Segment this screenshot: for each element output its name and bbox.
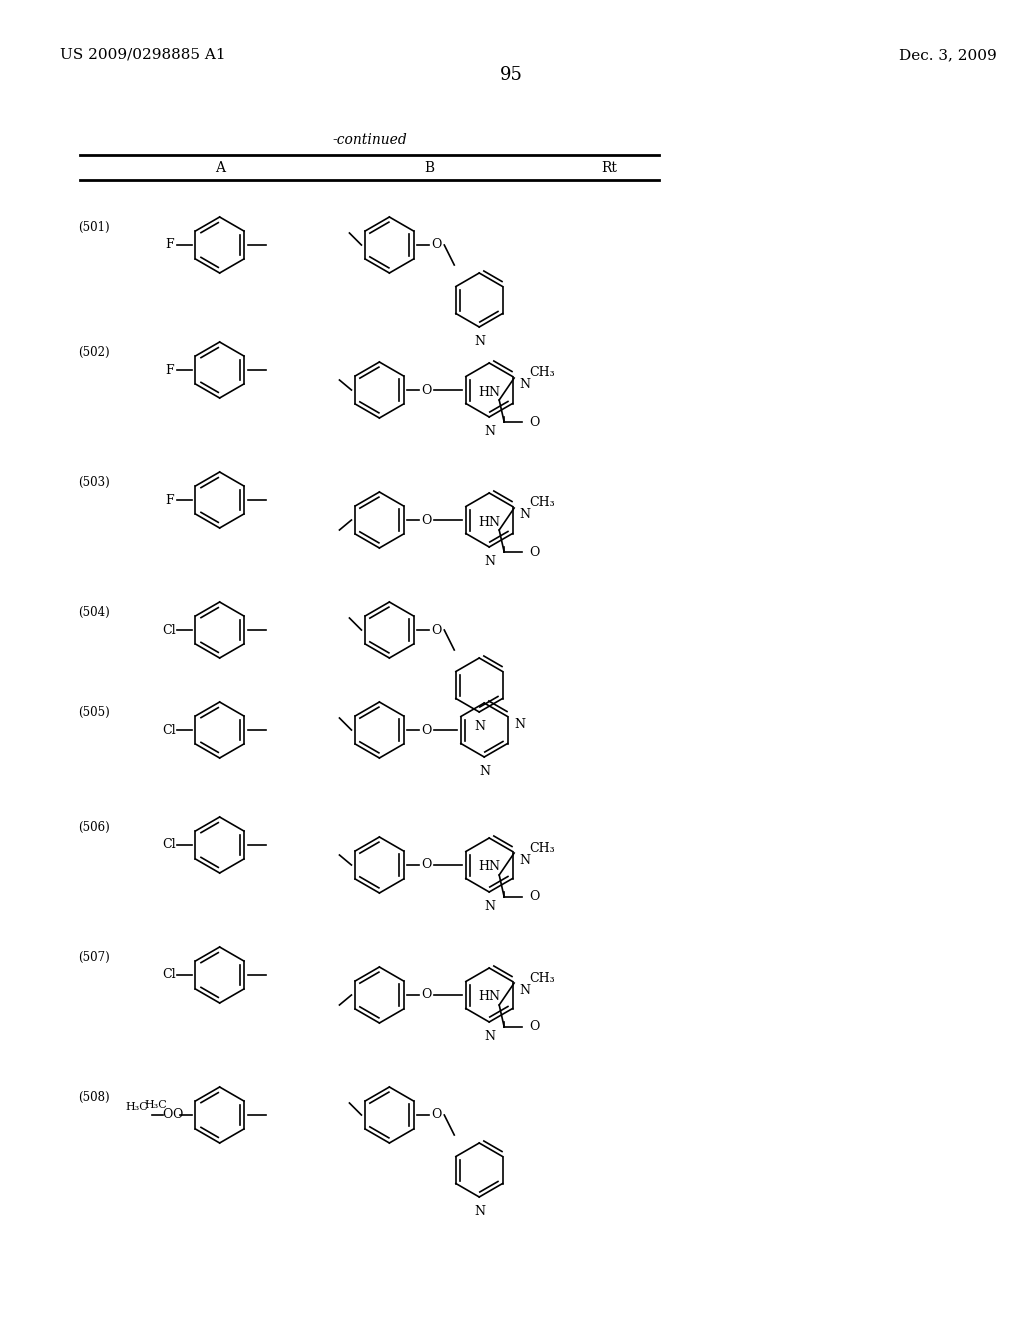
Text: N: N: [519, 379, 530, 392]
Text: N: N: [514, 718, 525, 731]
Text: Rt: Rt: [601, 161, 616, 176]
Text: O: O: [529, 545, 540, 558]
Text: -continued: -continued: [332, 133, 407, 147]
Text: O: O: [431, 239, 441, 252]
Text: (501): (501): [78, 220, 110, 234]
Text: (505): (505): [78, 705, 110, 718]
Text: O: O: [172, 1109, 183, 1122]
Text: N: N: [484, 1030, 496, 1043]
Text: HN: HN: [478, 990, 500, 1003]
Text: O: O: [431, 623, 441, 636]
Text: Dec. 3, 2009: Dec. 3, 2009: [898, 48, 996, 62]
Text: O: O: [163, 1109, 173, 1122]
Text: CH₃: CH₃: [529, 842, 555, 854]
Text: F: F: [166, 239, 174, 252]
Text: F: F: [166, 494, 174, 507]
Text: O: O: [421, 384, 431, 396]
Text: N: N: [519, 854, 530, 866]
Text: F: F: [166, 363, 174, 376]
Text: HN: HN: [478, 516, 500, 528]
Text: N: N: [475, 719, 485, 733]
Text: CH₃: CH₃: [529, 496, 555, 510]
Text: 95: 95: [500, 66, 522, 84]
Text: Cl: Cl: [162, 969, 175, 982]
Text: O: O: [421, 723, 431, 737]
Text: HN: HN: [478, 385, 500, 399]
Text: O: O: [431, 1109, 441, 1122]
Text: Cl: Cl: [162, 838, 175, 851]
Text: N: N: [475, 335, 485, 348]
Text: O: O: [529, 891, 540, 903]
Text: CH₃: CH₃: [529, 972, 555, 985]
Text: N: N: [484, 554, 496, 568]
Text: (507): (507): [78, 950, 110, 964]
Text: HN: HN: [478, 861, 500, 874]
Text: US 2009/0298885 A1: US 2009/0298885 A1: [59, 48, 225, 62]
Text: B: B: [424, 161, 434, 176]
Text: (503): (503): [78, 475, 110, 488]
Text: O: O: [421, 858, 431, 871]
Text: Cl: Cl: [162, 623, 175, 636]
Text: N: N: [519, 508, 530, 521]
Text: N: N: [475, 1205, 485, 1218]
Text: H₃C: H₃C: [125, 1102, 147, 1111]
Text: (504): (504): [78, 606, 110, 619]
Text: N: N: [519, 983, 530, 997]
Text: (506): (506): [78, 821, 110, 833]
Text: Cl: Cl: [162, 723, 175, 737]
Text: O: O: [421, 989, 431, 1002]
Text: (502): (502): [78, 346, 110, 359]
Text: A: A: [215, 161, 224, 176]
Text: O: O: [529, 1020, 540, 1034]
Text: (508): (508): [78, 1090, 110, 1104]
Text: N: N: [479, 766, 490, 777]
Text: O: O: [421, 513, 431, 527]
Text: N: N: [484, 900, 496, 913]
Text: H₃C: H₃C: [144, 1100, 167, 1110]
Text: N: N: [484, 425, 496, 438]
Text: CH₃: CH₃: [529, 367, 555, 380]
Text: O: O: [529, 416, 540, 429]
